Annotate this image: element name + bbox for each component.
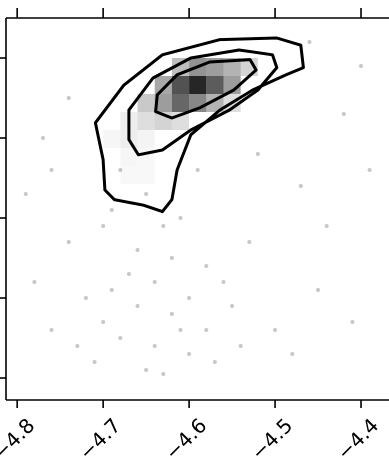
hist-cell (120, 166, 137, 184)
scatter-point (178, 216, 183, 220)
scatter-point (169, 312, 174, 316)
scatter-point (66, 240, 71, 244)
scatter-point (135, 304, 140, 308)
hist-cell (154, 94, 172, 112)
scatter-point (109, 288, 114, 292)
scatter-point (359, 64, 364, 68)
hist-cell (206, 76, 224, 94)
scatter-point (32, 280, 37, 284)
scatter-point (109, 208, 114, 212)
scatter-point (92, 360, 97, 364)
scatter-point (204, 264, 209, 268)
x-tick-label: −4.7 (74, 413, 125, 464)
scatter-point (135, 248, 140, 252)
hist-cell (137, 94, 155, 112)
x-tick-label: −4.6 (160, 413, 211, 464)
scatter-point (341, 112, 346, 116)
scatter-point (49, 168, 54, 172)
scatter-point (221, 280, 226, 284)
hist-cell (137, 130, 155, 148)
scatter-point (144, 368, 149, 372)
scatter-point (101, 224, 106, 228)
contour-line (93, 36, 305, 214)
scatter-point (350, 320, 355, 324)
scatter-point (204, 328, 209, 332)
scatter-point (367, 168, 372, 172)
scatter-point (290, 352, 295, 356)
scatter-point (187, 352, 192, 356)
scatter-point (118, 168, 123, 172)
scatter-point (178, 328, 183, 332)
scatter-point (40, 136, 45, 140)
scatter-point (255, 152, 260, 156)
scatter-point (195, 168, 200, 172)
scatter-point (75, 344, 80, 348)
scatter-point (169, 256, 174, 260)
scatter-point (247, 240, 252, 244)
x-tick-label: −4.5 (246, 413, 297, 464)
hist-cell (138, 166, 155, 184)
scatter-point (23, 192, 28, 196)
scatter-point (126, 272, 131, 276)
scatter-point (307, 40, 312, 44)
scatter-point (101, 320, 106, 324)
contour-line (127, 48, 279, 157)
scatter-point (152, 344, 157, 348)
scatter-point (316, 288, 321, 292)
scatter-point (118, 336, 123, 340)
contour-line (154, 58, 258, 120)
scatter-point (161, 224, 166, 228)
scatter-point (66, 96, 71, 100)
scatter-point (187, 296, 192, 300)
hist-cell (189, 76, 207, 94)
hist-cell (223, 58, 241, 76)
scatter-point (212, 360, 217, 364)
hist-cell (171, 94, 190, 112)
scatter-point (49, 328, 54, 332)
scatter-point (238, 344, 243, 348)
scatter-point (298, 184, 303, 188)
scatter-point (83, 296, 88, 300)
hist-cell (137, 112, 155, 130)
plot-area (23, 36, 372, 376)
scatter-point (152, 280, 157, 284)
scatter-point (273, 328, 278, 332)
hist-cell (171, 76, 190, 94)
scatter-point (161, 372, 166, 376)
x-tick-label: −4.8 (0, 413, 39, 464)
scatter-point (144, 192, 149, 196)
hist-cell (103, 130, 120, 148)
scatter-point (230, 304, 235, 308)
scatter-point (324, 224, 329, 228)
x-tick-label: −4.4 (332, 413, 383, 464)
hist-cell (154, 76, 172, 94)
